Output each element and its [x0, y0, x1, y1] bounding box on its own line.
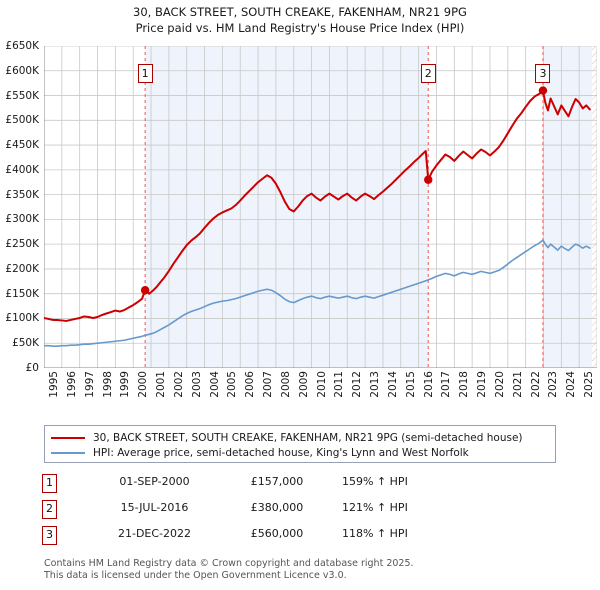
- y-axis-tick-label: £400K: [5, 163, 39, 176]
- x-axis-tick-label: 2008: [279, 371, 292, 398]
- x-axis-tick-label: 2004: [208, 371, 221, 398]
- sale-hpi-delta: 159% ↑ HPI: [342, 475, 408, 488]
- sale-hpi-delta: 118% ↑ HPI: [342, 527, 408, 540]
- y-axis-tick-label: £100K: [5, 312, 39, 325]
- y-axis-tick-label: £250K: [5, 238, 39, 251]
- legend-item-property: 30, BACK STREET, SOUTH CREAKE, FAKENHAM,…: [51, 430, 549, 445]
- x-axis-labels: 1995 1996 1997 1998 1999 2000 2001 2002 2003 2004…: [44, 371, 597, 413]
- legend-label-hpi: HPI: Average price, semi-detached house,…: [93, 446, 469, 459]
- sale-hpi-delta: 121% ↑ HPI: [342, 501, 408, 514]
- sale-date: 21-DEC-2022: [117, 527, 192, 540]
- x-axis-tick-label: 2016: [422, 371, 435, 398]
- x-axis-tick-label: 2012: [351, 371, 364, 398]
- sale-index-badge: 3: [42, 526, 57, 545]
- footer-line-1: Contains HM Land Registry data © Crown c…: [44, 558, 414, 569]
- y-axis-tick-label: £50K: [12, 337, 39, 350]
- sale-index-badge: 2: [42, 500, 57, 519]
- x-axis-tick-label: 2000: [137, 371, 150, 398]
- legend-swatch-property: [51, 436, 85, 439]
- x-axis-tick-label: 2023: [547, 371, 560, 398]
- y-axis-tick-label: £650K: [5, 40, 39, 52]
- legend-label-property: 30, BACK STREET, SOUTH CREAKE, FAKENHAM,…: [93, 431, 523, 444]
- sale-date: 01-SEP-2000: [119, 475, 190, 488]
- x-axis-tick-label: 2010: [315, 371, 328, 398]
- x-axis-tick-label: 2005: [226, 371, 239, 398]
- x-axis-tick-label: 2015: [404, 371, 417, 398]
- x-axis-tick-label: 2006: [244, 371, 257, 398]
- table-row: 3 21-DEC-2022 £560,000 118% ↑ HPI: [42, 524, 512, 550]
- chart-legend: 30, BACK STREET, SOUTH CREAKE, FAKENHAM,…: [44, 425, 556, 463]
- x-axis-tick-label: 2013: [369, 371, 382, 398]
- y-axis-tick-label: £300K: [5, 213, 39, 226]
- y-axis-tick-label: £550K: [5, 89, 39, 102]
- x-axis-tick-label: 2021: [511, 371, 524, 398]
- y-axis-labels: £0 £50K £100K £150K £200K £250K £300K £350K £400…: [0, 40, 42, 374]
- x-axis-tick-label: 2003: [190, 371, 203, 398]
- title-line-address: 30, BACK STREET, SOUTH CREAKE, FAKENHAM,…: [133, 5, 467, 19]
- chart-sale-marker: 2: [420, 64, 436, 83]
- table-row: 1 01-SEP-2000 £157,000 159% ↑ HPI: [42, 472, 512, 498]
- table-row: 2 15-JUL-2016 £380,000 121% ↑ HPI: [42, 498, 512, 524]
- y-axis-tick-label: £500K: [5, 114, 39, 127]
- x-axis-tick-label: 2025: [583, 371, 596, 398]
- footer-line-2: This data is licensed under the Open Gov…: [44, 569, 347, 581]
- title-line-subtitle: Price paid vs. HM Land Registry's House …: [135, 21, 465, 35]
- y-axis-tick-label: £200K: [5, 262, 39, 275]
- sale-date: 15-JUL-2016: [120, 501, 189, 514]
- sale-index-badge: 1: [42, 474, 57, 493]
- y-axis-tick-label: £600K: [5, 64, 39, 77]
- x-axis-tick-label: 2002: [172, 371, 185, 398]
- chart-plot-area: [44, 46, 597, 368]
- sale-price: £560,000: [250, 527, 304, 540]
- x-axis-tick-label: 2014: [386, 371, 399, 398]
- chart-svg: [44, 46, 597, 368]
- footer-attribution: Contains HM Land Registry data © Crown c…: [44, 558, 564, 581]
- x-axis-tick-label: 1996: [65, 371, 78, 398]
- x-axis-tick-label: 2001: [155, 371, 168, 398]
- x-axis-tick-label: 2020: [493, 371, 506, 398]
- x-axis-tick-label: 1999: [119, 371, 132, 398]
- y-axis-tick-label: £0: [25, 362, 39, 374]
- y-axis-tick-label: £150K: [5, 287, 39, 300]
- sale-price: £380,000: [250, 501, 304, 514]
- x-axis-tick-label: 2011: [333, 371, 346, 398]
- page-title: 30, BACK STREET, SOUTH CREAKE, FAKENHAM,…: [0, 4, 600, 36]
- x-axis-tick-label: 2007: [262, 371, 275, 398]
- x-axis-tick-label: 2019: [476, 371, 489, 398]
- sale-price: £157,000: [250, 475, 304, 488]
- sales-table: 1 01-SEP-2000 £157,000 159% ↑ HPI 2 15-J…: [42, 472, 512, 550]
- x-axis-tick-label: 1997: [83, 371, 96, 398]
- x-axis-tick-label: 2009: [297, 371, 310, 398]
- x-axis-tick-label: 2024: [565, 371, 578, 398]
- x-axis-tick-label: 2018: [458, 371, 471, 398]
- chart-sale-marker: 3: [535, 64, 551, 83]
- x-axis-tick-label: 2022: [529, 371, 542, 398]
- x-axis-tick-label: 1998: [101, 371, 114, 398]
- chart-sale-marker: 1: [137, 64, 153, 83]
- x-axis-tick-label: 1995: [48, 371, 60, 398]
- y-axis-tick-label: £450K: [5, 139, 39, 152]
- legend-swatch-hpi: [51, 451, 85, 454]
- y-axis-tick-label: £350K: [5, 188, 39, 201]
- legend-item-hpi: HPI: Average price, semi-detached house,…: [51, 445, 549, 460]
- x-axis-tick-label: 2017: [440, 371, 453, 398]
